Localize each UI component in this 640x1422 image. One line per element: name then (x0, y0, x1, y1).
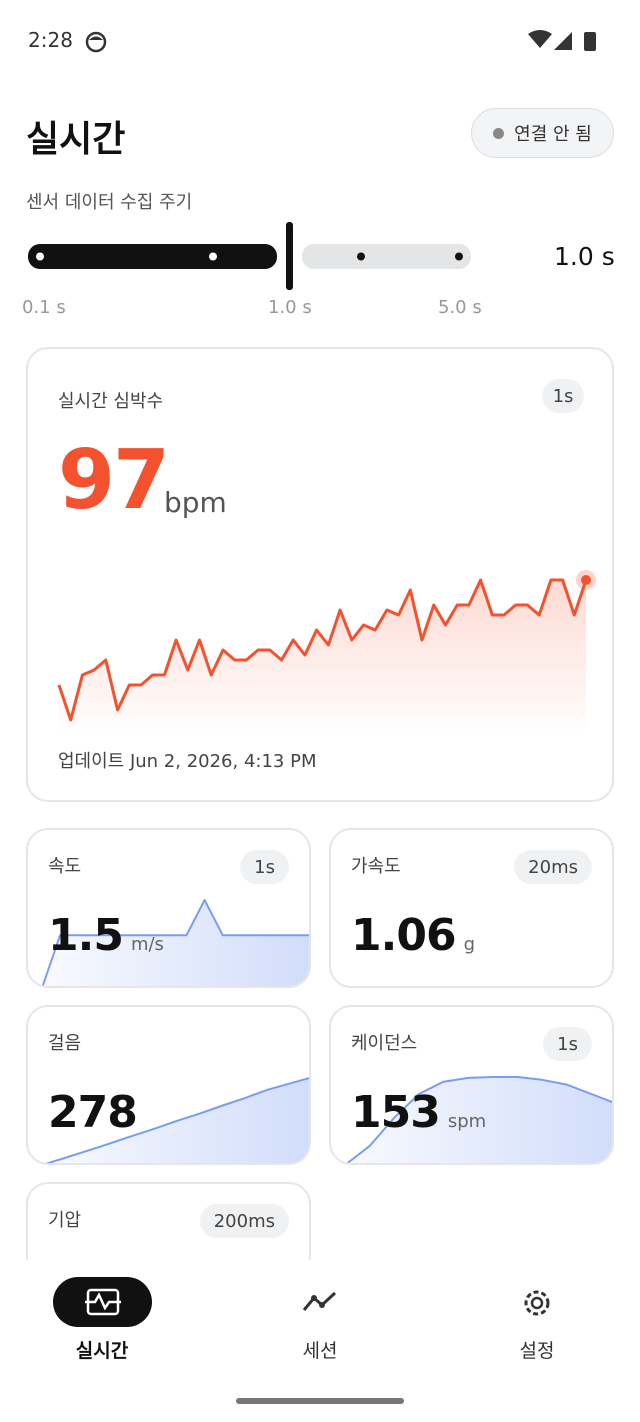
metric-card: 걸음 278 (26, 1005, 311, 1165)
slider[interactable] (0, 215, 640, 325)
line (345, 1076, 612, 1163)
heart-rate-chart (57, 570, 596, 734)
nav-label[interactable]: 설정 (519, 1340, 555, 1362)
metric-unit: g (463, 934, 475, 955)
line (57, 578, 588, 722)
status-dot (493, 127, 505, 139)
heart-rate-card: 실시간 심박수 1s 97 bpm 업데이트 Jun 2, 2026, 4:13… (26, 347, 614, 802)
interval-chip: 1s (543, 1027, 592, 1061)
updated-time: 업데이트 Jun 2, 2026, 4:13 PM (58, 751, 317, 772)
area-fill (42, 900, 309, 986)
status-icons (528, 30, 596, 51)
end-dot (581, 575, 591, 585)
metric-value: 1.5 m/s (48, 910, 164, 961)
nav-active-pill[interactable] (53, 1277, 152, 1327)
metric-number: 1.06 (351, 910, 457, 961)
area-fill (59, 580, 586, 734)
sampling-value: 1.0 s (554, 242, 615, 271)
metric-label: 속도 (48, 856, 82, 877)
metric-unit: m/s (130, 934, 164, 955)
sparkline (41, 899, 309, 986)
heart-rate-unit: bpm (164, 486, 227, 519)
metric-value: 278 (48, 1087, 138, 1138)
nav-icon[interactable] (302, 1290, 338, 1316)
page-title: 실시간 (26, 119, 126, 160)
connection-status: 연결 안 됨 (514, 124, 592, 145)
interval-chip: 20ms (514, 850, 592, 884)
sparkline (45, 1077, 309, 1163)
metric-number: 153 (351, 1087, 441, 1138)
area-fill (347, 1077, 612, 1163)
metric-label: 걸음 (48, 1033, 82, 1054)
line (45, 1077, 309, 1163)
home-indicator (236, 1398, 404, 1404)
nav-label[interactable]: 세션 (302, 1340, 338, 1362)
metric-number: 278 (48, 1087, 138, 1138)
sampling-label: 센서 데이터 수집 주기 (26, 192, 193, 213)
metric-card: 케이던스 1s 153 spm (329, 1005, 614, 1165)
card-title: 실시간 심박수 (58, 391, 164, 412)
metric-label: 가속도 (351, 856, 401, 877)
metric-value: 153 spm (351, 1087, 486, 1138)
bottom-nav: 실시간 세션 설정 (0, 1260, 640, 1422)
line (41, 899, 309, 986)
sparkline (345, 1076, 612, 1163)
status-icon (85, 31, 107, 53)
slider-tick-label: 5.0 s (438, 297, 482, 318)
heart-rate-value: 97 (58, 433, 170, 528)
nav-label[interactable]: 실시간 (75, 1340, 129, 1362)
nav-icon (85, 1288, 121, 1316)
interval-chip: 1s (542, 379, 584, 413)
status-time: 2:28 (28, 28, 73, 52)
metric-value: 1.06 g (351, 910, 475, 961)
connection-chip[interactable]: 연결 안 됨 (471, 108, 614, 158)
metric-number: 1.5 (48, 910, 124, 961)
metric-label: 기압 (48, 1210, 82, 1231)
interval-chip: 1s (240, 850, 289, 884)
metric-label: 케이던스 (351, 1033, 418, 1054)
interval-chip: 200ms (199, 1204, 289, 1238)
metric-card: 가속도 20ms 1.06 g (329, 828, 614, 988)
slider-tick-label: 0.1 s (22, 297, 66, 318)
nav-icon[interactable] (521, 1287, 553, 1319)
metric-card: 속도 1s 1.5 m/s (26, 828, 311, 988)
metric-unit: spm (447, 1111, 487, 1132)
slider-tick-label: 1.0 s (268, 297, 312, 318)
